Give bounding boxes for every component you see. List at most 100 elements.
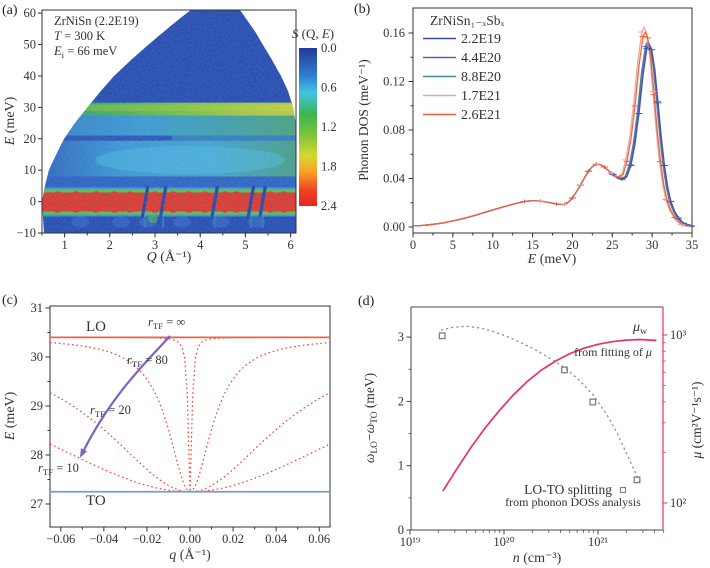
b-xtick: 35 — [686, 238, 699, 252]
screening-arrow — [80, 335, 171, 458]
b-ytick: 0.16 — [383, 26, 405, 40]
a-ytick: 50 — [24, 38, 37, 52]
a-xlabel: Q (Å⁻¹) — [147, 249, 192, 265]
c-xtick: −0.02 — [132, 532, 161, 546]
c-xlabel: q (Å⁻¹) — [169, 547, 211, 563]
b-xtick: 0 — [410, 238, 416, 252]
d-ytick-left: 2 — [398, 394, 404, 408]
panel-d: 10¹⁹ 10²⁰ 10²¹ 0 1 2 3 10² 10³ n (cm⁻³) ωLO−ωTO (m… — [362, 306, 704, 566]
fit-label: from fitting of μ — [574, 345, 652, 359]
d-ytick-left: 0 — [398, 523, 404, 537]
d-ylabel-right: μ (cm²V⁻¹s⁻¹) — [689, 381, 704, 459]
a-annotation: Ei = 66 meV — [53, 44, 117, 60]
dos-analysis-label: from phonon DOSs analysis — [505, 495, 641, 509]
b-xtick: 25 — [606, 238, 619, 252]
c-ytick: 27 — [31, 497, 44, 511]
d-ytick-left: 1 — [398, 459, 404, 473]
b-ytick: 0.08 — [383, 123, 405, 137]
rtf-inf-label: rTF = ∞ — [148, 315, 185, 331]
d-xtick: 10²⁰ — [493, 535, 514, 549]
b-legend-entry: 2.2E19 — [461, 32, 501, 47]
c-ytick: 30 — [31, 350, 44, 364]
to-label: TO — [86, 493, 106, 509]
panel-b-label: (b) — [354, 2, 371, 17]
panel-a: 1 2 3 4 5 6 −10 0 10 20 30 40 50 60 Q (Å⁻¹) E (meV) ZrNi… — [3, 6, 337, 265]
colorbar-tick: 1.2 — [321, 120, 337, 134]
a-xtick: 5 — [242, 238, 248, 252]
c-xtick: −0.06 — [46, 532, 75, 546]
rtf-10-label: rTF = 10 — [38, 461, 79, 477]
panel-c: LO TO rTF = ∞ rTF = 80 rTF = 20 rTF = 10 −0.06… — [3, 301, 331, 563]
b-ylabel: Phonon DOS (meV⁻¹) — [356, 59, 371, 180]
b-xtick: 10 — [486, 238, 499, 252]
b-xlabel: E (meV) — [527, 252, 577, 267]
d-ytick-right: 10³ — [670, 328, 687, 342]
c-ylabel: E (meV) — [3, 391, 18, 441]
b-xtick: 15 — [526, 238, 539, 252]
b-xtick: 20 — [566, 238, 579, 252]
c-ytick: 28 — [31, 448, 44, 462]
splitting-data-point — [589, 398, 597, 406]
rtf-20-label: rTF = 20 — [90, 403, 131, 419]
panel-c-label: (c) — [2, 293, 18, 308]
colorbar-gradient — [299, 48, 317, 206]
a-ytick: 60 — [24, 6, 37, 20]
b-ytick: 0.00 — [383, 220, 405, 234]
a-ytick: 0 — [30, 195, 36, 209]
a-xtick: 3 — [152, 238, 158, 252]
d-xlabel: n (cm⁻³) — [513, 551, 562, 566]
b-legend-entry: 8.8E20 — [461, 70, 501, 85]
a-annotation: ZrNiSn (2.2E19) — [54, 14, 139, 28]
a-ytick: 10 — [24, 163, 37, 177]
c-xtick: 0.00 — [179, 532, 201, 546]
colorbar-tick: 1.8 — [321, 160, 337, 174]
lo-label: LO — [86, 319, 106, 335]
a-xtick: 1 — [61, 238, 67, 252]
splitting-data-point — [633, 476, 641, 484]
splitting-legend-marker — [619, 486, 627, 494]
b-ytick: 0.04 — [383, 172, 406, 186]
c-ytick: 31 — [31, 301, 44, 315]
b-xtick: 30 — [646, 238, 659, 252]
panel-a-label: (a) — [2, 3, 18, 18]
a-xtick: 4 — [197, 238, 204, 252]
panel-d-label: (d) — [358, 294, 375, 309]
a-ytick: −10 — [16, 226, 36, 240]
c-ytick: 29 — [31, 399, 44, 413]
panel-b: 0 5 10 15 20 25 30 35 0.00 0.04 0.08 0.12 0.16 E (meV… — [356, 7, 699, 267]
c-xtick: 0.04 — [265, 532, 288, 546]
a-xtick: 6 — [287, 238, 293, 252]
c-xtick: −0.04 — [89, 532, 119, 546]
c-xtick: 0.02 — [222, 532, 244, 546]
mu-fit-curve — [442, 338, 657, 492]
splitting-guide-curve — [440, 325, 640, 483]
d-ytick-left: 3 — [398, 330, 404, 344]
screened-LO-curve-rTF-10 — [49, 443, 331, 493]
b-legend-title: ZrNiSn₁₋ₓSbₓ — [430, 13, 505, 28]
splitting-data-point — [561, 366, 568, 374]
a-xtick: 2 — [107, 238, 113, 252]
rtf-80-label: rTF = 80 — [127, 353, 168, 369]
d-xtick: 10²¹ — [588, 535, 608, 549]
colorbar-tick: 0.0 — [321, 41, 337, 55]
d-xtick: 10¹⁹ — [400, 535, 421, 549]
splitting-legend-label: LO-TO splitting — [524, 482, 612, 497]
colorbar-title: S (Q, E) — [292, 26, 334, 41]
splitting-data-point — [438, 332, 446, 340]
c-xtick: 0.06 — [308, 532, 330, 546]
b-legend-entry: 1.7E21 — [461, 89, 501, 104]
a-annotation: T = 300 K — [54, 29, 105, 43]
colorbar-tick: 0.6 — [321, 81, 337, 95]
b-xtick: 5 — [450, 238, 456, 252]
a-ytick: 40 — [24, 69, 37, 83]
b-legend-entry: 2.6E21 — [461, 108, 501, 123]
a-ytick: 30 — [24, 100, 37, 114]
b-legend: ZrNiSn₁₋ₓSbₓ 2.2E19 4.4E20 8.8E20 1.7E21 2.6E… — [423, 13, 505, 123]
mu-w-label: μw — [632, 320, 648, 337]
a-ylabel: E (meV) — [3, 96, 18, 146]
d-ylabel-left: ωLO−ωTO (meV) — [362, 373, 380, 463]
dos-curve-2.6E21 — [412, 30, 691, 228]
colorbar: S (Q, E)0.0 0.6 1.2 1.8 2.4 — [292, 26, 338, 213]
